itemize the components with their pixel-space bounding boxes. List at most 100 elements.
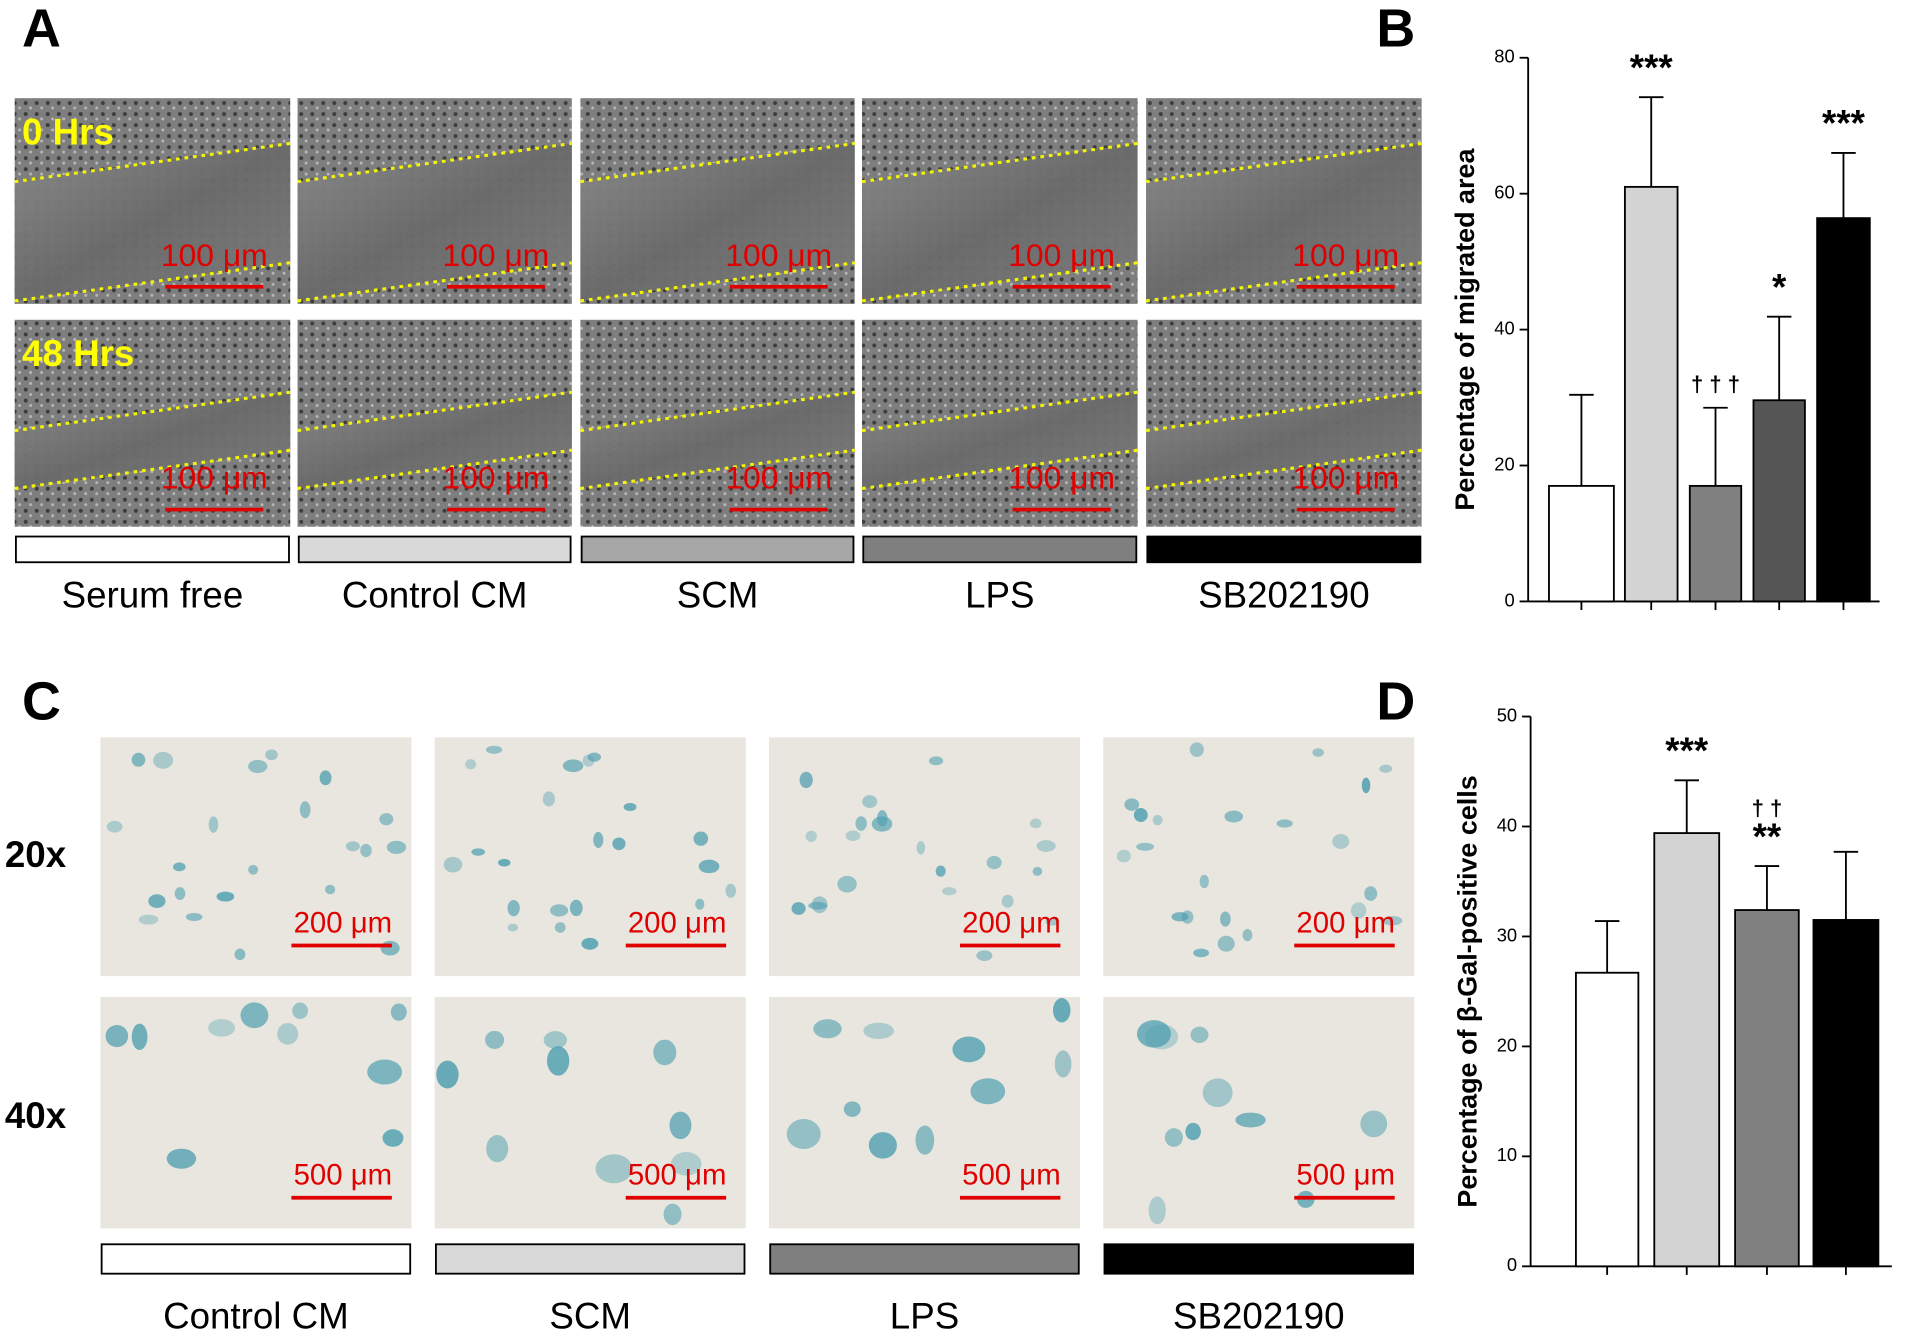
wound-edge xyxy=(861,261,1138,303)
scale-bar-label: 200 μm xyxy=(1296,906,1395,939)
stained-cell xyxy=(265,749,278,761)
group-swatch xyxy=(1103,1243,1414,1275)
stained-cell xyxy=(663,1203,682,1226)
stained-cell xyxy=(208,1019,236,1037)
stained-cell xyxy=(612,837,626,851)
y-tick-label: 80 xyxy=(1494,46,1514,67)
stained-cell xyxy=(593,831,604,849)
stained-cell xyxy=(1350,902,1367,919)
stained-cell xyxy=(1144,1024,1179,1050)
stained-cell xyxy=(799,771,813,789)
stained-cell xyxy=(1220,911,1231,927)
group-label: SB202190 xyxy=(1198,574,1370,615)
stained-cell xyxy=(695,898,705,910)
stained-cell xyxy=(131,752,146,767)
stained-cell xyxy=(379,813,394,826)
stained-cell xyxy=(587,752,602,762)
stained-cell xyxy=(185,912,203,922)
stained-cell xyxy=(1235,1112,1266,1128)
stained-cell xyxy=(485,745,503,754)
stained-cell xyxy=(935,865,946,877)
significance-mark: † † xyxy=(1752,796,1783,821)
scale-bar-label: 200 μm xyxy=(962,906,1061,939)
stained-cell xyxy=(1045,917,1060,926)
stained-cell xyxy=(941,887,957,896)
bar xyxy=(1812,919,1880,1268)
stained-cell xyxy=(1136,842,1155,851)
wound-area xyxy=(862,143,1138,301)
panel-label: D xyxy=(1376,672,1415,732)
group-swatch xyxy=(769,1243,1080,1275)
bar xyxy=(1623,185,1679,603)
group-label: SCM xyxy=(677,574,759,615)
wound-edge xyxy=(297,261,573,303)
stained-cell xyxy=(1360,1110,1388,1138)
scale-bar-label: 100 μm xyxy=(725,237,832,273)
stained-cell xyxy=(131,1023,148,1051)
stained-cell xyxy=(1379,764,1393,773)
bar xyxy=(1816,217,1871,603)
bar xyxy=(1575,971,1640,1268)
wound-edge xyxy=(297,141,573,184)
group-swatch xyxy=(15,535,290,564)
stained-cell xyxy=(837,875,857,893)
stained-cell xyxy=(360,843,372,858)
wound-edge xyxy=(861,141,1138,184)
significance-mark: *** xyxy=(1665,730,1709,771)
stained-cell xyxy=(345,841,360,852)
stained-cell xyxy=(543,1031,567,1049)
stained-cell xyxy=(1332,834,1350,849)
stained-cell xyxy=(868,1132,897,1159)
stained-cell xyxy=(786,1118,821,1149)
wound-edge xyxy=(297,390,573,433)
stained-cell xyxy=(1052,998,1071,1023)
stained-cell xyxy=(871,816,893,832)
stained-cell xyxy=(547,1046,570,1076)
stained-cell xyxy=(1242,928,1253,942)
scale-bar-label: 100 μm xyxy=(1292,237,1399,273)
stained-cell xyxy=(367,1059,403,1085)
stained-cell xyxy=(507,900,520,917)
stained-cell xyxy=(542,791,555,807)
stained-cell xyxy=(976,950,993,961)
stained-cell xyxy=(569,899,583,917)
stained-cell xyxy=(166,1148,197,1169)
group-swatch xyxy=(100,1243,412,1275)
micrograph xyxy=(100,996,412,1229)
panel-label: A xyxy=(22,0,61,58)
stained-cell xyxy=(693,831,709,846)
stained-cell xyxy=(1312,748,1324,757)
y-tick-label: 40 xyxy=(1497,814,1517,835)
stained-cell xyxy=(1193,948,1210,958)
stained-cell xyxy=(1185,1122,1201,1141)
wound-edge xyxy=(580,141,855,184)
stained-cell xyxy=(292,1002,309,1020)
stained-cell xyxy=(382,1129,404,1147)
stained-cell xyxy=(1036,840,1056,852)
y-tick-label: 20 xyxy=(1494,453,1514,474)
stained-cell xyxy=(153,751,174,769)
stained-cell xyxy=(172,862,186,872)
stained-cell xyxy=(550,904,569,917)
scale-bar-label: 200 μm xyxy=(628,906,727,939)
bar xyxy=(1752,399,1806,603)
stained-cell xyxy=(174,887,186,901)
group-label: Control CM xyxy=(163,1296,349,1337)
stained-cell xyxy=(216,891,235,902)
y-tick-label: 60 xyxy=(1494,182,1514,203)
stained-cell xyxy=(862,795,878,809)
stained-cell xyxy=(554,922,566,933)
stained-cell xyxy=(855,816,867,831)
wound-area xyxy=(297,392,572,489)
significance-mark: ** xyxy=(1753,816,1782,857)
stained-cell xyxy=(1032,866,1043,876)
time-label: 48 Hrs xyxy=(22,333,134,374)
wound-area xyxy=(580,143,855,301)
stained-cell xyxy=(1382,915,1403,926)
wound-edge xyxy=(297,448,573,491)
scale-bar-label: 100 μm xyxy=(161,460,268,496)
stained-cell xyxy=(443,856,463,873)
stained-cell xyxy=(319,770,332,786)
stained-cell xyxy=(725,883,736,898)
